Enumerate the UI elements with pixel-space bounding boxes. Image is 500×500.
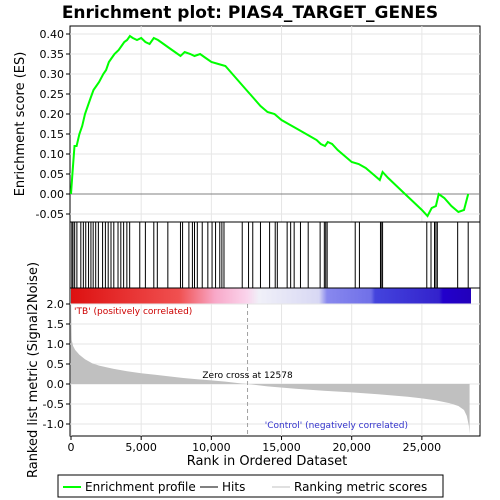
es-y-tick-label: 0.10 [40, 148, 65, 161]
legend-box [57, 474, 444, 498]
x-tick-label: 15,000 [262, 441, 301, 454]
hit-markers [71, 222, 469, 288]
legend-hits-label: Hits [222, 480, 245, 494]
hits-panel [69, 221, 481, 289]
es-y-axis-title: Enrichment score (ES) [13, 52, 28, 197]
es-y-axis-ticks: -0.05 0.00 0.05 0.10 0.15 0.20 0.25 0.30 0.35 0.4… [36, 28, 70, 221]
x-tick-label: 0 [68, 441, 75, 454]
metric-y-tick-label: 2.0 [47, 298, 65, 311]
es-y-tick-label: -0.05 [36, 208, 64, 221]
metric-y-tick-label: 1.5 [47, 318, 65, 331]
es-y-tick-label: 0.25 [40, 88, 65, 101]
es-y-tick-label: 0.40 [40, 28, 65, 41]
negative-correlation-label: 'Control' (negatively correlated) [265, 421, 408, 431]
x-tick-label: 5,000 [125, 441, 157, 454]
enrichment-profile-line [70, 34, 470, 218]
metric-y-tick-label: -0.5 [43, 398, 64, 411]
legend: Enrichment profile Hits Ranking metric s… [57, 474, 444, 498]
es-y-tick-label: 0.00 [40, 188, 65, 201]
metric-y-tick-label: 0.5 [47, 358, 65, 371]
rank-color-band [69, 287, 481, 305]
metric-y-axis-ticks: -1.0 -0.5 0.0 0.5 1.0 1.5 2.0 [43, 298, 70, 431]
es-y-tick-label: 0.30 [40, 68, 65, 81]
es-y-tick-label: 0.20 [40, 108, 65, 121]
zero-cross-label: Zero cross at 12578 [202, 371, 293, 381]
metric-y-axis-title: Ranked list metric (Signal2Noise) [26, 262, 41, 478]
x-axis-ticks: 0 5,000 10,000 15,000 20,000 25,000 [68, 436, 442, 454]
positive-correlation-label: 'TB' (positively correlated) [74, 307, 192, 317]
legend-enrichment-label: Enrichment profile [85, 480, 196, 494]
x-axis-title: Rank in Ordered Dataset [187, 454, 348, 469]
x-tick-label: 25,000 [403, 441, 442, 454]
es-y-tick-label: 0.15 [40, 128, 65, 141]
metric-y-tick-label: 1.0 [47, 338, 65, 351]
metric-y-tick-label: -1.0 [43, 418, 64, 431]
metric-y-tick-label: 0.0 [47, 378, 65, 391]
es-y-tick-label: 0.05 [40, 168, 65, 181]
x-tick-label: 10,000 [192, 441, 231, 454]
chart-title: Enrichment plot: PIAS4_TARGET_GENES [62, 3, 438, 23]
legend-ranking-label: Ranking metric scores [294, 480, 427, 494]
es-y-tick-label: 0.35 [40, 48, 65, 61]
metric-panel: Zero cross at 12578 'TB' (positively cor… [26, 262, 481, 478]
es-panel: -0.05 0.00 0.05 0.10 0.15 0.20 0.25 0.30 0.35 0.4… [13, 25, 481, 223]
metric-panel-frame [69, 303, 481, 437]
x-tick-label: 20,000 [332, 441, 371, 454]
es-panel-frame [69, 25, 481, 223]
rank-color-gradient [71, 288, 471, 304]
